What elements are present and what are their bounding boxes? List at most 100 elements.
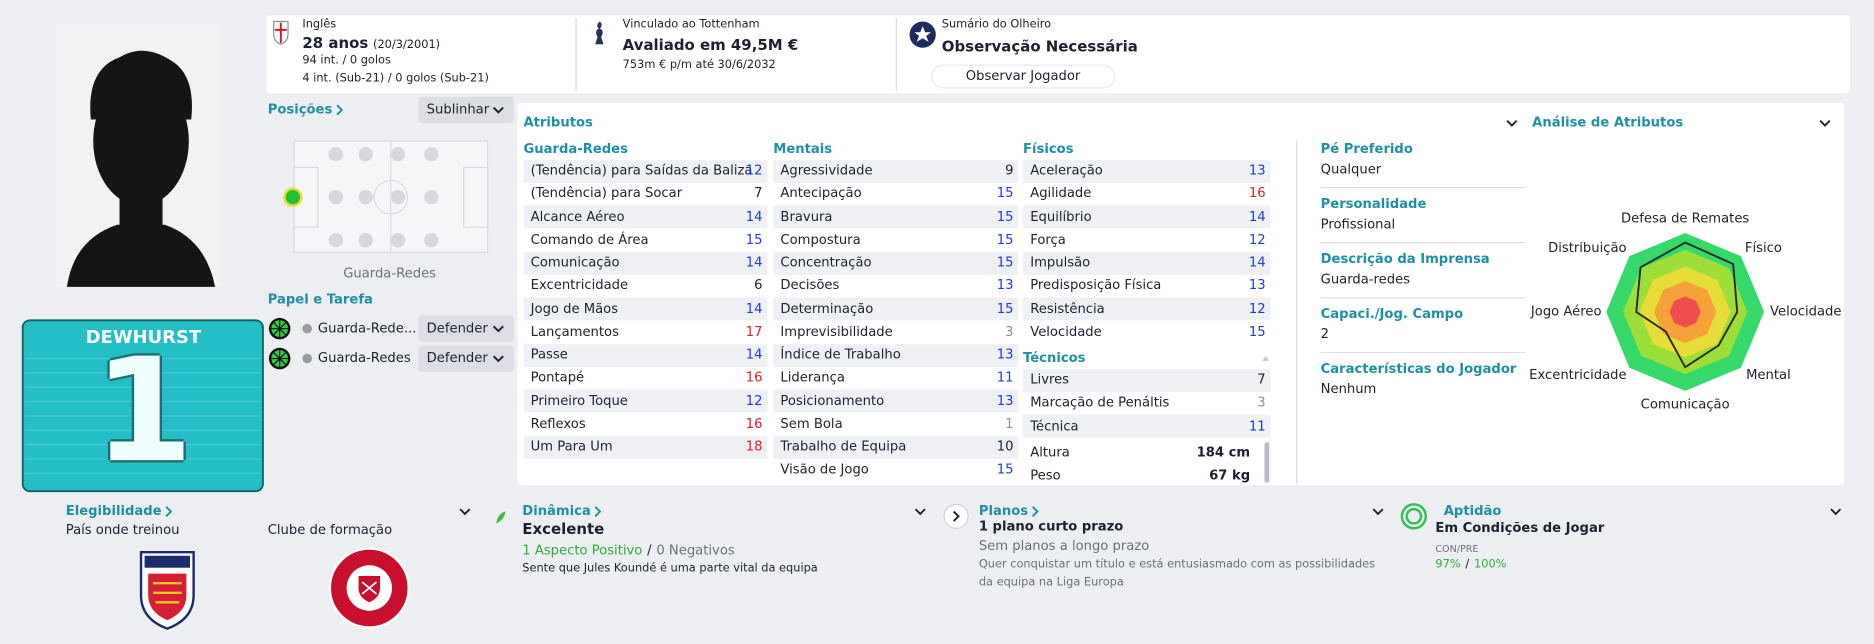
row-stripe [523,343,768,367]
row-stripe [1023,205,1271,229]
row-stripe [773,205,1019,229]
row-stripe [773,343,1019,367]
attribute-name: Compostura [780,231,861,248]
radar-label: Físico [1744,240,1782,256]
attribute-name: Antecipação [780,185,862,202]
attribute-value: 17 [745,323,763,340]
attribute-name: Decisões [780,277,840,294]
attribute-name: Primeiro Toque [530,392,628,409]
attribute-value: 15 [996,231,1014,248]
label: Excelente [522,519,605,538]
position-dots [328,147,439,248]
attribute-value: 15 [996,254,1014,271]
section-link[interactable]: Posições [268,102,345,119]
row-stripe [773,435,1019,459]
attribute-value: 15 [745,231,763,248]
label: Sem planos a longo prazo [978,537,1150,554]
collapse-icon [1262,356,1270,361]
attribute-name: Passe [530,346,568,363]
dropdown-chevron [1506,120,1518,127]
group-title: Físicos [1023,141,1074,157]
attribute-value: 12 [745,392,763,409]
dropdown-button[interactable]: Defender [418,345,514,372]
scout-star [914,26,932,42]
attribute-value: 16 [1248,185,1266,202]
label: 753m € p/m até 30/6/2032 [622,58,776,72]
dropdown-chevron [1819,120,1831,127]
role-name: Guarda-Redes [317,350,411,366]
section-link[interactable]: Aptidão [1443,503,1502,519]
row-stripe [523,159,768,183]
attribute-name: Força [1030,231,1066,248]
section-link[interactable]: Dinâmica [522,503,602,520]
plans-chevron [953,510,960,522]
label: / [1465,558,1470,572]
label: 97% / 100% [1435,556,1511,574]
detail-label: Capaci./Jog. Campo [1320,305,1464,322]
row-stripe [523,205,768,229]
scout-button[interactable]: Observar Jogador [931,64,1116,89]
row-stripe [523,389,768,413]
label: Observação Necessária [941,37,1138,55]
attribute-value: 12 [1248,231,1266,248]
detail-value: Guarda-redes [1320,271,1411,287]
flag-cross [274,22,287,44]
dropdown-button[interactable]: Sublinhar [418,96,514,124]
attribute-name: Técnica [1030,417,1079,434]
attribute-value: 11 [1248,417,1266,434]
attribute-name: (Tendência) para Socar [530,185,683,202]
plans-icon [943,503,969,529]
chevron [492,355,504,363]
label: (20/3/2001) [373,38,441,52]
row-stripe [1023,297,1271,321]
detail-value: Nenhum [1320,381,1377,397]
dropdown-chevron [1830,508,1842,516]
attribute-value: 13 [1248,277,1266,294]
info-icon [302,323,312,334]
label: 0 Negativos [656,542,735,559]
position-marker [285,190,300,205]
row-stripe [523,435,768,459]
fa-crest [139,550,195,630]
attribute-value: 15 [996,185,1014,202]
radar-label: Excentricidade [1529,366,1627,383]
radar-label: Defesa de Remates [1621,210,1750,226]
info-icon [302,353,312,364]
button-label: Defender [426,320,488,336]
label: 4 int. (Sub-21) / 0 golos (Sub-21) [302,71,489,85]
button-label: Sublinhar [426,101,490,118]
chevron [165,506,173,517]
attribute-name: Comando de Área [530,231,649,248]
attribute-value: 14 [745,346,763,363]
radar-label: Jogo Aéreo [1530,303,1602,320]
label: Em Condições de Jogar [1435,519,1605,536]
section-link[interactable]: Elegibilidade [66,503,174,520]
chevron [594,506,602,517]
attribute-name: Pontapé [530,369,585,386]
attribute-name: Comunicação [530,254,620,271]
label: 97% [1435,558,1461,572]
row-stripe [773,389,1019,413]
label: 1 plano curto prazo [978,518,1124,535]
attribute-name: Posicionamento [780,392,885,409]
label: Avaliado em 49,5M € [622,35,799,54]
row-stripe [1023,368,1271,392]
attribute-name: Trabalho de Equipa [780,438,907,455]
label: 1 Aspecto Positivo/0 Negativos [522,543,739,560]
body-label: Altura [1030,444,1070,461]
label: 94 int. / 0 golos [302,53,391,67]
label: Análise de Atributos [1532,114,1684,131]
radar-label: Distribuição [1548,240,1627,256]
dropdown-button[interactable]: Defender [418,315,514,342]
label: Sumário do Olheiro [941,17,1052,32]
attribute-value: 7 [754,185,763,202]
role-icon [268,317,291,340]
row-stripe [1023,251,1271,275]
attribute-name: Jogo de Mãos [530,300,619,317]
chevron [492,325,504,333]
section-link[interactable]: Planos [979,503,1040,520]
detail-value: Profissional [1320,216,1396,232]
attribute-value: 15 [1248,323,1266,340]
